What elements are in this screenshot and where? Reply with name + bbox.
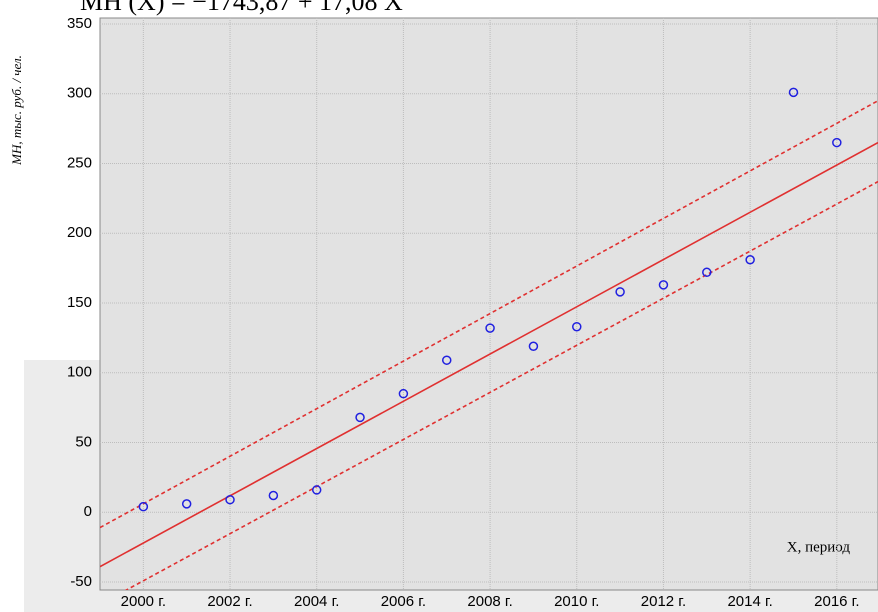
data-point — [225, 494, 235, 505]
data-point — [572, 321, 582, 332]
x-tick-label: 2000 г. — [121, 593, 166, 610]
chart-title: МН (Х) = −1743,87 + 17,08 Х — [80, 0, 403, 16]
x-tick-label: 2002 г. — [207, 593, 252, 610]
x-tick-label: 2016 г. — [814, 593, 859, 610]
plot-area — [99, 17, 878, 591]
y-tick-label: 50 — [75, 433, 92, 450]
x-tick-label: 2008 г. — [467, 593, 512, 610]
data-point — [268, 490, 279, 501]
y-tick-label: 250 — [67, 154, 92, 171]
data-point — [398, 388, 409, 399]
bottom-panel — [24, 590, 878, 612]
data-point — [311, 485, 322, 495]
x-tick-label: 2014 г. — [727, 593, 772, 610]
y-tick-label: -50 — [70, 573, 92, 590]
y-tick-label: 200 — [67, 224, 92, 241]
data-point — [702, 267, 712, 278]
x-tick-label: 2012 г. — [641, 593, 686, 610]
data-point — [788, 87, 799, 98]
data-point — [138, 501, 149, 512]
x-tick-label: 2010 г. — [554, 593, 599, 610]
data-point — [658, 280, 669, 290]
data-point — [181, 499, 192, 509]
data-point — [528, 341, 539, 351]
y-tick-label: 0 — [84, 503, 92, 520]
y-tick-label: 150 — [67, 294, 92, 311]
confidence-band — [100, 100, 878, 529]
x-tick-label: 2006 г. — [381, 593, 426, 610]
data-point — [832, 137, 842, 148]
data-point — [485, 323, 495, 333]
data-point — [745, 255, 755, 265]
data-point — [355, 412, 365, 423]
data-point — [615, 287, 625, 297]
x-axis-label: X, период — [787, 539, 851, 555]
side-panel — [24, 360, 100, 612]
y-axis-label: МН, тыс. руб. / чел. — [9, 55, 24, 166]
data-point — [441, 355, 452, 365]
y-tick-label: 300 — [67, 85, 92, 102]
y-tick-label: 100 — [67, 364, 92, 381]
y-tick-label: 350 — [67, 15, 92, 32]
confidence-band — [124, 180, 878, 590]
x-tick-label: 2004 г. — [294, 593, 339, 610]
